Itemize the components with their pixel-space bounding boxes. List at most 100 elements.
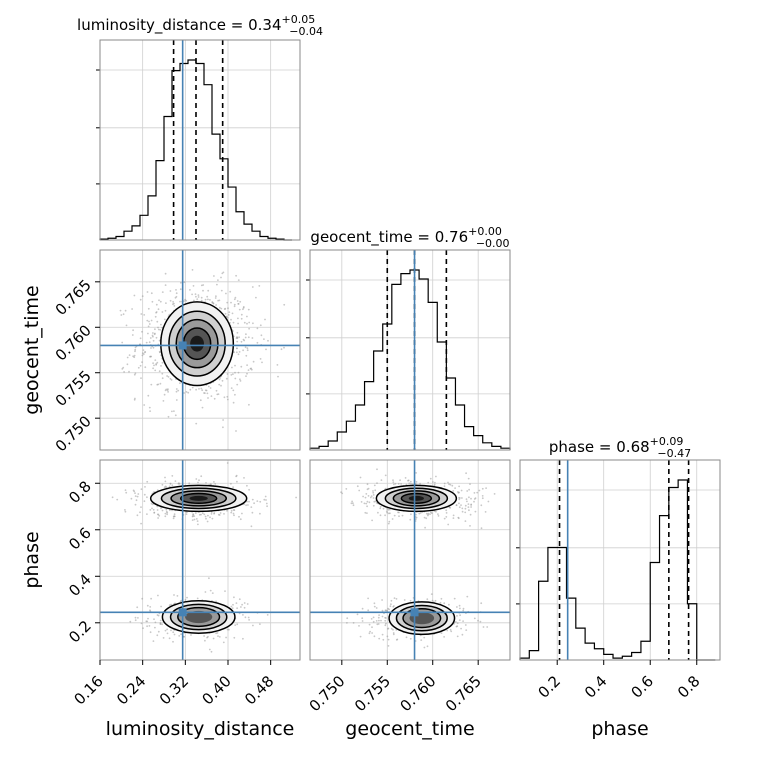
sample-point — [141, 361, 143, 363]
sample-point — [215, 632, 218, 635]
sample-point — [149, 609, 151, 612]
sample-point — [217, 279, 219, 281]
sample-point — [196, 597, 199, 600]
sample-point — [437, 513, 439, 515]
sample-point — [375, 501, 378, 504]
contour-line — [160, 301, 235, 387]
sample-point — [215, 389, 218, 392]
sample-point — [443, 602, 446, 605]
sample-point — [152, 367, 155, 370]
sample-point — [170, 379, 173, 381]
sample-point — [245, 354, 248, 357]
sample-point — [458, 498, 461, 501]
sample-point — [210, 650, 213, 653]
sample-point — [240, 317, 243, 320]
sample-point — [164, 512, 167, 515]
sample-point — [481, 487, 484, 490]
sample-point — [141, 354, 144, 357]
contour-line — [175, 318, 219, 369]
sample-point — [236, 480, 238, 483]
sample-point — [382, 638, 385, 641]
sample-point — [458, 506, 461, 509]
sample-point — [371, 519, 373, 522]
sample-point — [366, 512, 368, 514]
sample-point — [116, 498, 119, 501]
sample-point — [149, 606, 152, 608]
sample-point — [457, 517, 460, 520]
sample-point — [220, 289, 223, 292]
contour-line — [375, 484, 458, 513]
sample-point — [172, 301, 175, 303]
sample-point — [239, 518, 242, 521]
sample-point — [244, 616, 247, 619]
sample-point — [177, 389, 180, 392]
sample-point — [198, 513, 201, 516]
sample-point — [393, 483, 395, 486]
sample-point — [150, 319, 153, 322]
sample-point — [147, 307, 150, 310]
sample-point — [151, 300, 154, 303]
sample-point — [464, 504, 467, 507]
sample-point — [251, 286, 254, 288]
sample-point — [218, 306, 221, 309]
y-tick-label: 0.755 — [52, 367, 95, 410]
sample-point — [391, 518, 394, 520]
sample-point — [373, 635, 376, 638]
sample-point — [137, 366, 140, 369]
sample-point — [149, 509, 152, 511]
sample-point — [247, 336, 250, 339]
sample-point — [230, 374, 233, 376]
sample-point — [368, 501, 371, 504]
sample-point — [164, 515, 167, 518]
sample-point — [224, 312, 227, 315]
sample-point — [169, 377, 172, 380]
sample-point — [283, 346, 285, 349]
sample-point — [393, 597, 396, 599]
sample-point — [164, 629, 167, 632]
sample-point — [185, 513, 188, 515]
sample-point — [152, 503, 154, 506]
x-tick-label: 0.48 — [241, 672, 277, 708]
sample-point — [458, 619, 461, 621]
sample-point — [204, 639, 206, 642]
sample-point — [227, 314, 230, 316]
sample-point — [384, 609, 387, 612]
sample-point — [215, 295, 217, 298]
sample-point — [243, 321, 246, 324]
sample-point — [476, 491, 479, 494]
sample-point — [165, 302, 167, 304]
sample-point — [134, 503, 137, 506]
sample-point — [251, 511, 254, 514]
sample-point — [191, 386, 194, 389]
sample-point — [445, 512, 448, 514]
sample-point — [148, 341, 151, 344]
sample-point — [439, 601, 442, 604]
sample-point — [445, 509, 448, 512]
sample-point — [158, 350, 161, 353]
panel-frame — [519, 459, 721, 661]
sample-point — [134, 616, 137, 619]
sample-point — [149, 410, 152, 412]
sample-point — [478, 489, 481, 492]
sample-point — [363, 502, 366, 505]
sample-point — [414, 483, 417, 485]
sample-point — [140, 377, 142, 379]
sample-point — [409, 518, 412, 521]
sample-point — [409, 637, 412, 640]
sample-point — [361, 607, 364, 610]
sample-point — [248, 327, 251, 330]
sample-point — [466, 595, 469, 598]
sample-point — [164, 480, 167, 483]
sample-point — [120, 314, 123, 316]
sample-point — [193, 515, 196, 517]
sample-point — [407, 479, 410, 482]
sample-point — [233, 298, 236, 301]
sample-point — [260, 334, 263, 337]
sample-point — [154, 315, 157, 318]
sample-point — [170, 603, 173, 606]
sample-point — [235, 474, 238, 477]
sample-point — [234, 364, 236, 367]
sample-point — [162, 400, 165, 402]
sample-point — [133, 294, 136, 297]
sample-point — [192, 513, 195, 515]
